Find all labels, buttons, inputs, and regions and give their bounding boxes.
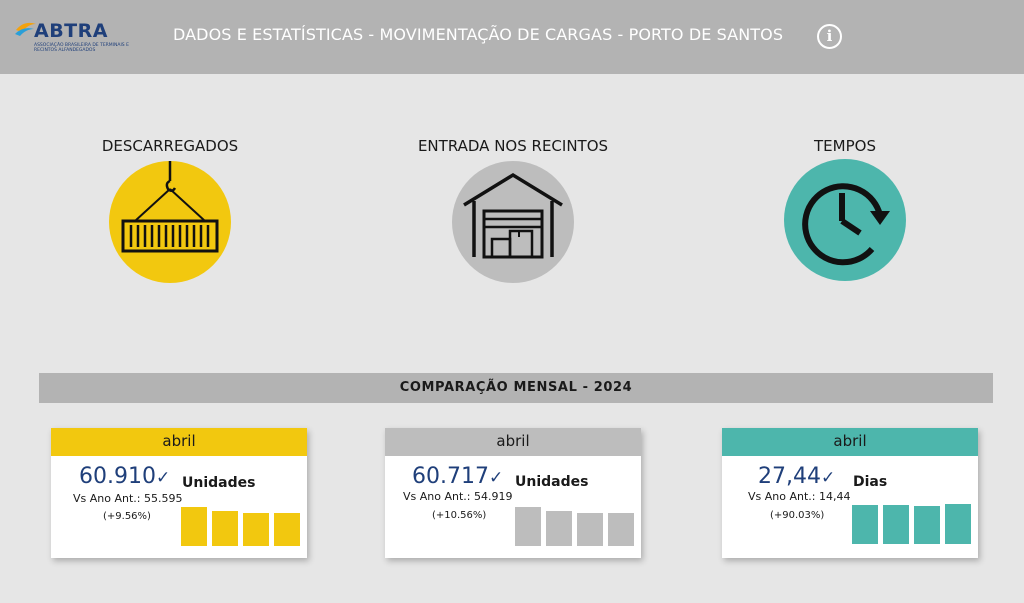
card-month-header: abril (385, 428, 641, 456)
card-value: 60.717✓ (412, 464, 503, 489)
category-label: ENTRADA NOS RECINTOS (417, 137, 609, 155)
card-value: 27,44✓ (758, 464, 835, 489)
kpi-card-tempos[interactable]: abril 27,44✓ Vs Ano Ant.: 14,44 (+90.03%… (722, 428, 978, 558)
logo-wave-icon (15, 22, 36, 36)
category-tempos[interactable]: TEMPOS (745, 137, 945, 155)
card-percent-change: (+90.03%) (770, 510, 825, 521)
category-label: TEMPOS (814, 137, 876, 155)
card-percent-change: (+10.56%) (432, 510, 487, 521)
card-value-text: 27,44 (758, 464, 821, 489)
category-entrada-nos-recintos[interactable]: ENTRADA NOS RECINTOS (413, 137, 613, 155)
kpi-card-descarregados[interactable]: abril 60.910✓ Vs Ano Ant.: 55.595 (+9.56… (51, 428, 307, 558)
card-previous-year: Vs Ano Ant.: 54.919 (403, 490, 513, 503)
mini-bar (212, 511, 238, 546)
card-previous-year: Vs Ano Ant.: 55.595 (73, 492, 183, 505)
card-month-header: abril (51, 428, 307, 456)
card-unit: Unidades (515, 474, 589, 490)
mini-bar (914, 506, 940, 544)
mini-bar-chart (515, 506, 637, 546)
header-bar: ABTRA ASSOCIAÇÃO BRASILEIRA DE TERMINAIS… (0, 0, 1024, 74)
card-value-text: 60.910 (79, 464, 156, 489)
card-value-text: 60.717 (412, 464, 489, 489)
card-unit: Unidades (182, 475, 256, 491)
check-icon: ✓ (488, 468, 504, 488)
clock-icon[interactable] (784, 159, 906, 281)
mini-bar (852, 505, 878, 544)
mini-bar (883, 505, 909, 544)
info-icon[interactable]: i (817, 24, 842, 49)
section-title-bar: COMPARAÇÃO MENSAL - 2024 (39, 373, 993, 403)
check-icon: ✓ (820, 468, 836, 488)
logo-subtitle: ASSOCIAÇÃO BRASILEIRA DE TERMINAIS E REC… (34, 43, 129, 53)
card-value: 60.910✓ (79, 464, 170, 489)
card-previous-year: Vs Ano Ant.: 14,44 (748, 490, 851, 503)
logo-text: ABTRA (34, 20, 108, 42)
card-unit: Dias (853, 474, 888, 490)
mini-bar-chart (181, 506, 303, 546)
mini-bar (945, 504, 971, 544)
mini-bar-chart (852, 504, 974, 544)
check-icon: ✓ (155, 468, 171, 488)
mini-bar (608, 513, 634, 546)
page-title: DADOS E ESTATÍSTICAS - MOVIMENTAÇÃO DE C… (173, 25, 784, 44)
mini-bar (274, 513, 300, 546)
mini-bar (577, 513, 603, 546)
category-descarregados[interactable]: DESCARREGADOS (70, 137, 270, 155)
mini-bar (243, 513, 269, 546)
mini-bar (181, 507, 207, 546)
container-crane-icon[interactable] (109, 161, 231, 283)
warehouse-icon[interactable] (452, 161, 574, 283)
abtra-logo[interactable]: ABTRA ASSOCIAÇÃO BRASILEIRA DE TERMINAIS… (14, 18, 129, 60)
card-month-header: abril (722, 428, 978, 456)
mini-bar (515, 507, 541, 546)
kpi-card-entrada-nos-recintos[interactable]: abril 60.717✓ Vs Ano Ant.: 54.919 (+10.5… (385, 428, 641, 558)
mini-bar (546, 511, 572, 546)
card-percent-change: (+9.56%) (103, 511, 151, 522)
category-label: DESCARREGADOS (101, 137, 239, 155)
